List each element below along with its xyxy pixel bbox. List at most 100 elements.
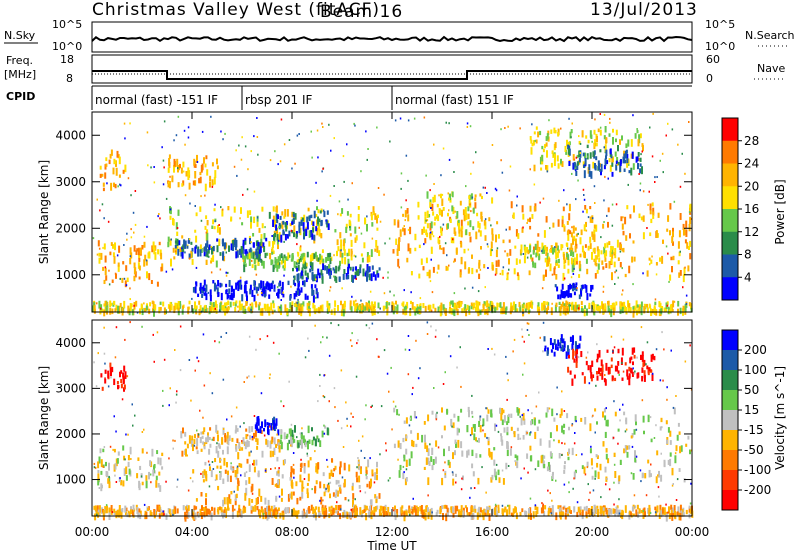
power-cell (340, 300, 342, 306)
power-cell (319, 254, 322, 260)
velocity-cell (573, 358, 576, 363)
power-cell (353, 122, 355, 125)
velocity-cell (436, 411, 438, 414)
power-cell (689, 253, 692, 260)
power-cell (157, 215, 159, 218)
power-cell (679, 185, 682, 188)
velocity-cell (219, 506, 221, 511)
velocity-cell (610, 335, 613, 338)
velocity-cell (596, 462, 599, 468)
velocity-cell (107, 370, 110, 379)
power-cell (655, 230, 658, 238)
power-cell (563, 264, 566, 269)
power-cell (560, 127, 562, 130)
velocity-cell (452, 506, 455, 513)
power-cell (117, 154, 120, 159)
velocity-cell (248, 498, 251, 506)
power-cell (250, 150, 252, 153)
velocity-cell (121, 398, 124, 401)
colorbar-swatch (722, 209, 738, 233)
power-cell (275, 258, 278, 264)
power-cell (481, 309, 484, 313)
power-cell (286, 307, 289, 316)
power-cell (244, 263, 247, 267)
velocity-cell (259, 338, 261, 341)
power-cell (213, 176, 216, 185)
velocity-cell (564, 442, 566, 445)
power-cell (420, 258, 423, 265)
power-cell (572, 239, 574, 245)
power-cell (302, 222, 305, 230)
power-cell (425, 219, 427, 222)
power-cell (327, 223, 330, 231)
power-cell (458, 222, 460, 230)
power-cell (530, 139, 533, 144)
velocity-cell (445, 505, 448, 510)
power-cell (293, 275, 295, 278)
power-cell (570, 285, 573, 289)
power-cell (145, 259, 148, 262)
power-cell (276, 237, 279, 245)
velocity-cell (594, 470, 597, 478)
power-cell (456, 304, 459, 309)
velocity-cell (275, 495, 278, 500)
velocity-cell (543, 455, 546, 459)
power-cell (515, 258, 518, 265)
power-cell (682, 223, 685, 231)
power-cell (308, 308, 311, 317)
power-cell (604, 243, 607, 249)
velocity-cell (388, 512, 391, 516)
velocity-cell (417, 377, 420, 380)
power-cell (221, 305, 224, 311)
power-cell (225, 271, 227, 274)
velocity-cell (614, 471, 617, 479)
velocity-cell (326, 465, 329, 468)
power-cell (475, 269, 478, 273)
power-cell (232, 288, 235, 297)
power-cell (528, 309, 531, 313)
velocity-cell (674, 452, 677, 455)
velocity-cell (572, 335, 574, 343)
power-cell (389, 290, 391, 293)
power-cell (593, 185, 596, 188)
frequency-panel (91, 54, 693, 84)
power-cell (449, 218, 452, 223)
power-cell (290, 229, 293, 232)
velocity-cell (488, 513, 491, 521)
power-cell (207, 291, 210, 294)
velocity-cell (644, 511, 646, 517)
power-cell (318, 218, 321, 223)
velocity-cell (669, 430, 672, 437)
power-cell (235, 300, 238, 304)
power-cell (600, 250, 603, 255)
power-cell (465, 213, 468, 221)
power-cell (610, 245, 613, 253)
power-cell (96, 253, 99, 256)
power-cell (491, 249, 493, 252)
power-cell (571, 172, 573, 175)
velocity-cell (375, 468, 378, 474)
power-cell (451, 191, 454, 198)
power-cell (393, 219, 396, 226)
velocity-cell (634, 370, 636, 373)
power-cell (495, 234, 497, 243)
velocity-cell (657, 474, 659, 477)
velocity-cell (488, 448, 491, 456)
power-cell (571, 226, 573, 229)
power-cell (651, 255, 653, 258)
power-cell (638, 134, 641, 138)
power-cell (302, 252, 305, 257)
velocity-cell (208, 437, 211, 441)
velocity-cell (448, 446, 450, 452)
velocity-cell (119, 477, 121, 480)
power-cell (102, 246, 104, 249)
velocity-cell (598, 367, 600, 375)
power-cell (245, 291, 248, 297)
velocity-cell (563, 348, 566, 352)
velocity-cell (238, 442, 241, 449)
velocity-cell (527, 511, 530, 520)
power-cell (413, 306, 416, 313)
velocity-cell (100, 483, 103, 492)
power-cell (447, 192, 449, 195)
power-cell (232, 244, 234, 251)
